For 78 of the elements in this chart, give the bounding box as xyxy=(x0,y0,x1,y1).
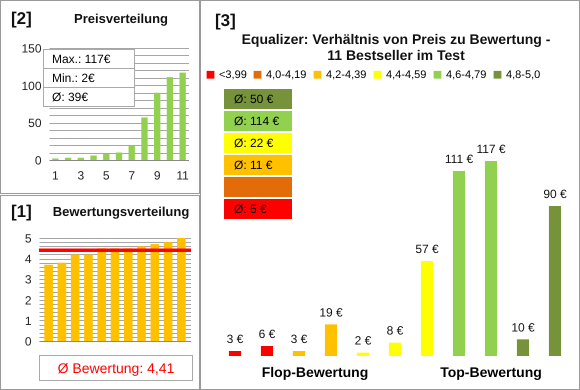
y-tick-label: 0 xyxy=(34,154,42,168)
bar xyxy=(44,264,53,341)
data-label: 8 € xyxy=(386,324,404,338)
data-label: 57 € xyxy=(415,242,439,256)
bar xyxy=(70,254,80,341)
info-box: Max.: 117€ Min.: 2€ Ø: 39€ xyxy=(43,49,135,107)
bar xyxy=(164,242,172,341)
text: [3] xyxy=(215,11,236,31)
y-tick-label: 50 xyxy=(28,116,42,130)
text: [2] xyxy=(11,9,32,29)
bar xyxy=(177,238,186,341)
bar xyxy=(484,161,498,356)
bar xyxy=(388,342,402,356)
text: [1] xyxy=(11,202,32,222)
chart-title: Equalizer: Verhältnis von Preis zu Bewertung - 11 Bestseller im Test xyxy=(241,31,551,63)
chart-title: Bewertungsverteilung xyxy=(52,204,190,219)
legend-label: 4,6-4,79 xyxy=(446,68,486,81)
chart-title: Preisverteilung xyxy=(73,11,169,26)
legend-label: <3,99 xyxy=(219,68,247,81)
price-box: Ø: 114 € xyxy=(224,111,292,131)
bar xyxy=(154,92,160,160)
x-tick-label: 3 xyxy=(77,168,84,182)
bar xyxy=(420,261,434,356)
y-tick-label: 4 xyxy=(24,252,32,266)
data-label: 90 € xyxy=(543,187,567,201)
data-label: 2 € xyxy=(354,334,372,348)
y-tick-label: 3 xyxy=(24,272,32,287)
bar xyxy=(260,346,274,356)
data-label: 3 € xyxy=(290,332,308,346)
legend-label: 4,0-4,19 xyxy=(266,68,306,81)
annotation: Min.: 2€ xyxy=(44,68,134,87)
x-tick-label: 7 xyxy=(128,168,136,182)
price-box: Ø: 50 € xyxy=(224,89,292,109)
y-tick-label: 2 xyxy=(24,293,32,308)
x-tick-label: 9 xyxy=(154,168,161,182)
y-tick-label: 150 xyxy=(21,42,42,56)
bar xyxy=(179,72,186,160)
bar xyxy=(116,152,122,160)
bar xyxy=(58,262,66,341)
legend-label: 4,8-5,0 xyxy=(506,68,540,81)
y-tick-label: 1 xyxy=(24,314,32,328)
bar xyxy=(103,154,110,160)
y-tick-label: 5 xyxy=(24,232,32,246)
text: Flop-Bewertung xyxy=(260,364,370,380)
bar xyxy=(548,206,562,356)
annotation: Max.: 117€ xyxy=(51,51,112,68)
x-tick-label: 11 xyxy=(176,168,190,182)
y-tick-label: 100 xyxy=(21,78,42,93)
data-label: 6 € xyxy=(258,327,276,341)
bar xyxy=(150,244,160,341)
bar xyxy=(292,351,306,356)
data-label: 111 € xyxy=(444,152,474,166)
x-tick-label: 1 xyxy=(52,168,60,182)
bar xyxy=(452,171,466,356)
price-box: Ø: 22 € xyxy=(224,133,292,153)
bar xyxy=(84,254,93,341)
text: Top-Bewertung xyxy=(439,364,543,380)
bar xyxy=(228,351,242,356)
ref-line-label: Ø Bewertung: 4,41 xyxy=(39,355,193,381)
bar xyxy=(356,352,370,356)
bar xyxy=(324,324,338,356)
x-tick-label: 5 xyxy=(102,168,110,182)
bar xyxy=(137,246,146,341)
data-label: 10 € xyxy=(511,320,535,334)
price-box: Ø: 5 € xyxy=(224,199,292,219)
data-label: 19 € xyxy=(319,305,343,320)
data-label: 3 € xyxy=(226,332,244,346)
annotation: Ø: 39€ xyxy=(44,87,134,106)
y-tick-label: 0 xyxy=(24,334,32,348)
bar xyxy=(166,77,174,160)
bar xyxy=(141,117,148,160)
legend-label: 4,2-4,39 xyxy=(326,68,366,81)
bar xyxy=(90,156,97,160)
price-box: Ø: 11 € xyxy=(224,155,292,175)
legend-label: 4,4-4,59 xyxy=(386,68,426,81)
bar xyxy=(128,146,135,160)
bar xyxy=(516,339,530,356)
data-label: 117 € xyxy=(476,142,506,156)
